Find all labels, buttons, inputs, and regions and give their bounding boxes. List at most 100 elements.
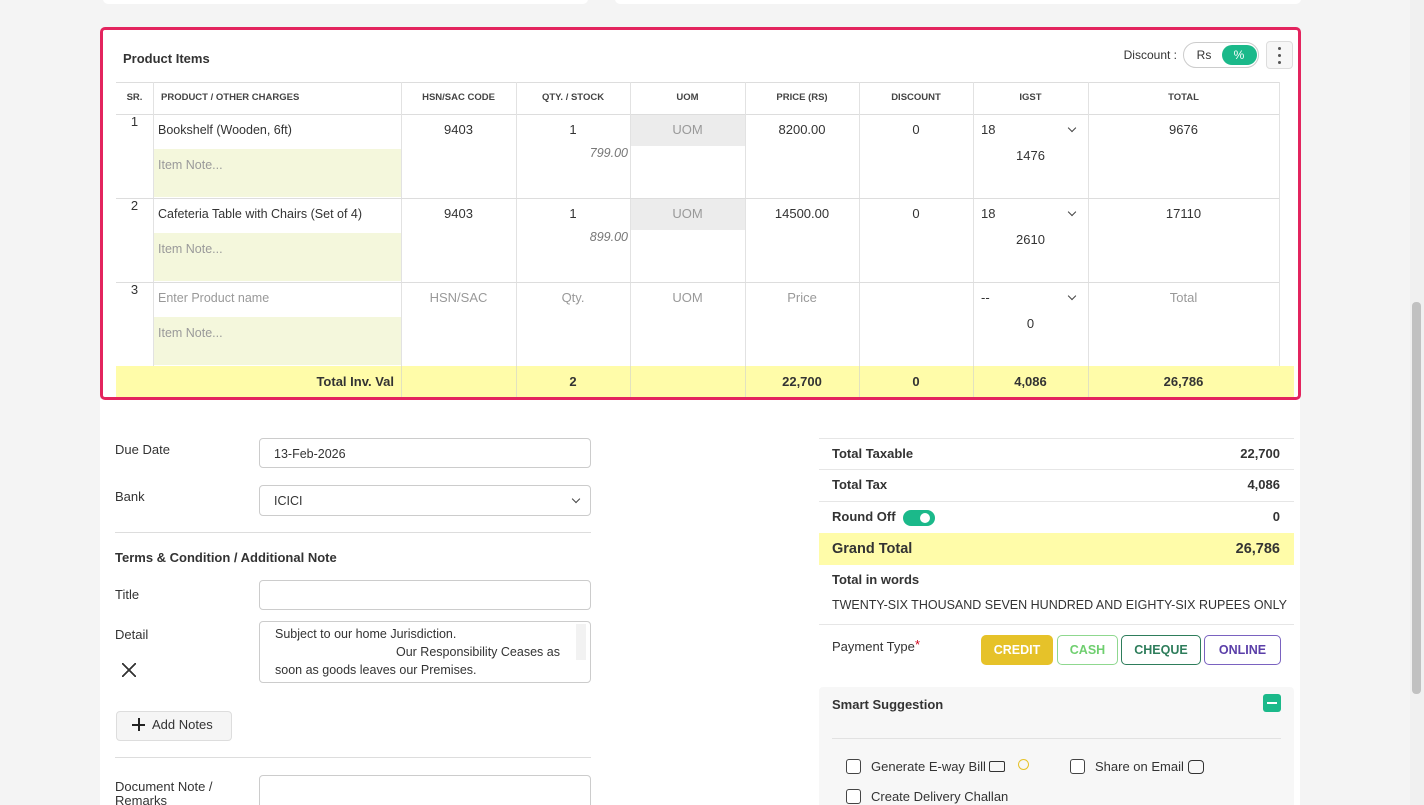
row-number: 2	[130, 198, 139, 213]
checkbox[interactable]	[846, 759, 861, 774]
due-date-value: 13-Feb-2026	[274, 447, 346, 461]
uom-field[interactable]	[631, 115, 745, 146]
hsn-code[interactable]: 9403	[444, 206, 473, 221]
due-date-input[interactable]	[259, 438, 591, 468]
words-value: TWENTY-SIX THOUSAND SEVEN HUNDRED AND EI…	[832, 598, 1287, 612]
payment-option[interactable]	[981, 635, 1053, 665]
hsn-code[interactable]: 9403	[444, 122, 473, 137]
terms-heading: Terms & Condition / Additional Note	[115, 550, 337, 565]
summary-divider	[819, 469, 1294, 470]
summary-label: Total Taxable	[832, 446, 914, 461]
quantity[interactable]: 1	[569, 206, 577, 221]
uom-field[interactable]	[631, 199, 745, 230]
summary-divider	[819, 501, 1294, 502]
igst-amount: 1476	[1016, 148, 1045, 163]
price[interactable]: Price	[787, 290, 817, 305]
payment-option-label: CASH	[1069, 643, 1106, 657]
payment-option[interactable]	[1057, 635, 1118, 665]
igst-rate[interactable]: --	[981, 290, 990, 305]
detail-line: Our Responsibility Ceases as	[396, 645, 560, 659]
column-header: PRICE (RS)	[776, 92, 828, 103]
row-divider	[116, 198, 1279, 199]
product-name[interactable]: Bookshelf (Wooden, 6ft)	[158, 123, 292, 137]
round-off-toggle[interactable]	[903, 510, 935, 526]
add-notes-button[interactable]	[116, 711, 232, 741]
product-name[interactable]: Cafeteria Table with Chairs (Set of 4)	[158, 207, 363, 221]
item-note[interactable]	[154, 233, 401, 281]
totals-total: 26,786	[1163, 374, 1204, 389]
column-divider	[630, 366, 631, 397]
scrollbar-thumb	[1412, 302, 1421, 694]
uom[interactable]: UOM	[672, 206, 703, 221]
item-note[interactable]	[154, 317, 401, 365]
price[interactable]: 14500.00	[774, 206, 830, 221]
title-input[interactable]	[259, 580, 591, 610]
grand-total-bg	[819, 533, 1294, 565]
detail-line: soon as goods leaves our Premises.	[275, 663, 477, 677]
uom[interactable]: UOM	[672, 290, 703, 305]
suggestion-option: Generate E-way Bill	[871, 759, 986, 774]
smart-suggestion-title: Smart Suggestion	[832, 697, 944, 712]
title-label: Title	[115, 587, 140, 602]
menu-dot	[1278, 47, 1281, 50]
checkbox[interactable]	[1070, 759, 1085, 774]
top-card-left	[103, 0, 588, 4]
column-divider	[516, 366, 517, 397]
column-divider	[630, 82, 631, 397]
bank-select[interactable]	[259, 485, 591, 516]
column-divider	[516, 82, 517, 397]
textarea-scrollbar	[576, 624, 586, 660]
divider	[115, 532, 591, 533]
summary-value: 0	[1272, 509, 1280, 524]
collapse-minus	[1267, 702, 1277, 704]
column-header: TOTAL	[1168, 92, 1199, 103]
expand-icon[interactable]	[122, 663, 136, 677]
quantity[interactable]: Qty.	[561, 290, 585, 305]
payment-option[interactable]	[1204, 635, 1281, 665]
discount[interactable]: 0	[912, 206, 920, 221]
row-number: 1	[130, 114, 139, 129]
checkbox[interactable]	[846, 789, 861, 804]
product-name[interactable]: Enter Product name	[158, 291, 270, 305]
payment-option-label: CREDIT	[993, 643, 1041, 657]
item-note-placeholder: Item Note...	[158, 326, 223, 340]
table-header-bottom-line	[116, 114, 1279, 115]
discount-active	[1222, 45, 1257, 65]
bank-label: Bank	[115, 489, 145, 504]
payment-option-label: ONLINE	[1218, 643, 1267, 657]
discount[interactable]: 0	[912, 122, 920, 137]
column-divider	[401, 82, 402, 397]
column-divider	[745, 366, 746, 397]
smart-suggestion-panel	[819, 687, 1294, 805]
column-divider	[1279, 82, 1280, 366]
item-note-placeholder: Item Note...	[158, 158, 223, 172]
email-icon	[1188, 760, 1204, 774]
payment-label: Payment Type	[832, 639, 915, 654]
detail-label: Detail	[115, 627, 149, 642]
bank-value: ICICI	[274, 494, 303, 508]
item-note-placeholder: Item Note...	[158, 242, 223, 256]
igst-rate[interactable]: 18	[981, 206, 996, 221]
menu-dot	[1278, 61, 1281, 64]
price[interactable]: 8200.00	[778, 122, 826, 137]
igst-rate[interactable]: 18	[981, 122, 996, 137]
igst-amount: 0	[1026, 316, 1035, 331]
column-divider	[1088, 82, 1089, 397]
detail-textarea[interactable]	[259, 621, 591, 683]
igst-amount: 2610	[1016, 232, 1045, 247]
payment-option[interactable]	[1121, 635, 1201, 665]
summary-label: Round Off	[832, 509, 896, 524]
uom[interactable]: UOM	[672, 122, 703, 137]
stock: 899.00	[589, 230, 628, 244]
quantity[interactable]: 1	[569, 122, 577, 137]
totals-igst: 4,086	[1014, 374, 1047, 389]
divider	[115, 757, 591, 758]
column-divider	[859, 366, 860, 397]
document-note-input[interactable]	[259, 775, 591, 805]
column-divider	[973, 366, 974, 397]
discount-rs: Rs	[1196, 48, 1212, 62]
column-divider	[401, 366, 402, 397]
item-note[interactable]	[154, 149, 401, 197]
hsn-code[interactable]: HSN/SAC	[429, 290, 488, 305]
